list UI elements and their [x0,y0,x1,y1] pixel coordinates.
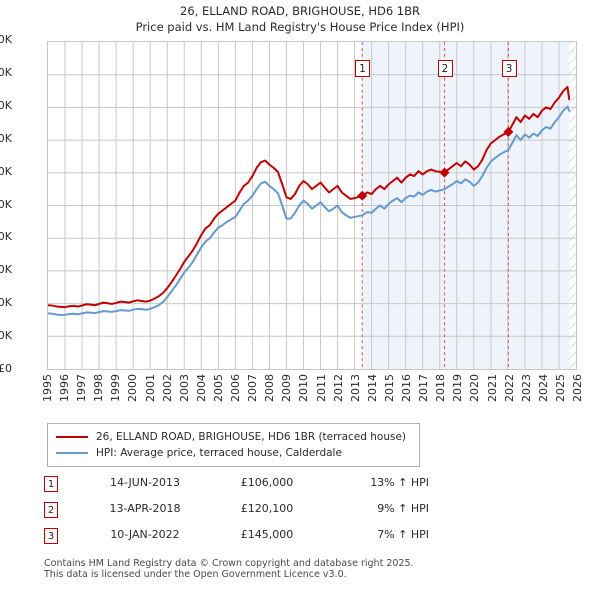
x-axis-tick-label: 2025 [553,374,567,402]
chart-marker-badge: 3 [501,60,517,77]
x-axis-tick-label: 2010 [297,374,311,402]
footer-line-2: This data is licensed under the Open Gov… [44,569,347,580]
chart-legend: 26, ELLAND ROAD, BRIGHOUSE, HD6 1BR (ter… [47,423,420,467]
transaction-point [503,126,514,137]
legend-swatch-price [56,436,88,438]
legend-label-price: 26, ELLAND ROAD, BRIGHOUSE, HD6 1BR (ter… [96,431,407,443]
chart-area [47,41,577,370]
legend-item-price: 26, ELLAND ROAD, BRIGHOUSE, HD6 1BR (ter… [56,429,411,445]
x-axis-tick-label: 1998 [92,374,106,402]
transaction-marker-lines [361,42,509,369]
x-axis-tick-label: 2026 [571,374,584,402]
transaction-index-badge: 3 [44,528,58,544]
transaction-date: 14-JUN-2013 [109,476,181,489]
legend-item-hpi: HPI: Average price, terraced house, Cald… [56,445,411,461]
x-axis-tick-label: 2022 [502,374,516,402]
x-axis-tick-label: 2019 [451,374,465,402]
chart-marker-badge: 1 [354,60,370,77]
transaction-point [357,190,368,201]
transaction-date: 13-APR-2018 [109,502,181,515]
x-axis-tick-label: 2024 [536,374,550,402]
transaction-price: £145,000 [240,528,294,541]
legend-label-hpi: HPI: Average price, terraced house, Cald… [96,447,342,459]
series-line [48,85,571,309]
table-row: 2 13-APR-2018 £120,100 9% ↑ HPI [44,500,444,526]
transaction-index-badge: 2 [44,502,58,518]
hatched-area [569,42,576,369]
gridlines [48,42,576,369]
x-axis-tick-label: 2003 [177,374,191,402]
x-axis-tick-label: 2009 [280,374,294,402]
x-axis-tick-label: 2023 [519,374,533,402]
transaction-price: £106,000 [240,476,294,489]
page-title: 26, ELLAND ROAD, BRIGHOUSE, HD6 1BR [180,4,420,18]
copyright-footer: Contains HM Land Registry data © Crown c… [44,558,584,580]
transaction-hpi-delta: 13% ↑ HPI [370,476,429,489]
x-axis-tick-label: 2013 [348,374,362,402]
transaction-point [439,167,450,178]
x-axis-tick-label: 2017 [417,374,431,402]
table-row: 1 14-JUN-2013 £106,000 13% ↑ HPI [44,474,444,500]
forecast-hatched-region [569,42,576,369]
table-row: 3 10-JAN-2022 £145,000 7% ↑ HPI [44,526,444,552]
x-axis-tick-label: 2018 [434,374,448,402]
x-axis-tick-label: 2000 [126,374,140,402]
x-axis-tick-label: 2001 [143,374,157,402]
x-axis-tick-label: 2004 [194,374,208,402]
transaction-price: £120,100 [240,502,294,515]
plot-canvas [47,41,577,370]
x-axis-tick-label: 2002 [160,374,174,402]
x-axis-tick-label: 2007 [246,374,260,402]
transaction-points [357,126,514,201]
x-axis-tick-label: 2020 [468,374,482,402]
x-axis-tick-label: 2008 [263,374,277,402]
transaction-hpi-delta: 9% ↑ HPI [377,502,429,515]
x-axis-tick-label: 1999 [109,374,123,402]
x-axis-tick-label: 2021 [485,374,499,402]
x-axis-tick-label: 2005 [211,374,225,402]
x-axis-tick-label: 2006 [229,374,243,402]
x-axis-tick-label: 2012 [331,374,345,402]
transaction-index-badge: 1 [44,476,58,492]
chart-marker-badge: 2 [437,60,453,77]
legend-swatch-hpi [56,452,88,454]
transactions-table: 1 14-JUN-2013 £106,000 13% ↑ HPI 2 13-AP… [44,474,444,552]
transaction-date: 10-JAN-2022 [110,528,180,541]
series-line [48,105,571,317]
series-lines [48,85,571,317]
footer-line-1: Contains HM Land Registry data © Crown c… [44,558,414,569]
page-subtitle: Price paid vs. HM Land Registry's House … [135,20,465,34]
x-axis-tick-label: 1997 [75,374,89,402]
transaction-hpi-delta: 7% ↑ HPI [377,528,429,541]
x-axis-tick-label: 2015 [382,374,396,402]
x-axis-tick-label: 2016 [400,374,414,402]
chart-title-block: 26, ELLAND ROAD, BRIGHOUSE, HD6 1BR Pric… [0,3,600,35]
x-axis-tick-label: 1995 [41,374,54,402]
x-axis-tick-label: 2011 [314,374,328,402]
plot-svg [48,42,576,369]
x-axis-tick-label: 1996 [58,374,72,402]
x-axis-tick-label: 2014 [365,374,379,402]
